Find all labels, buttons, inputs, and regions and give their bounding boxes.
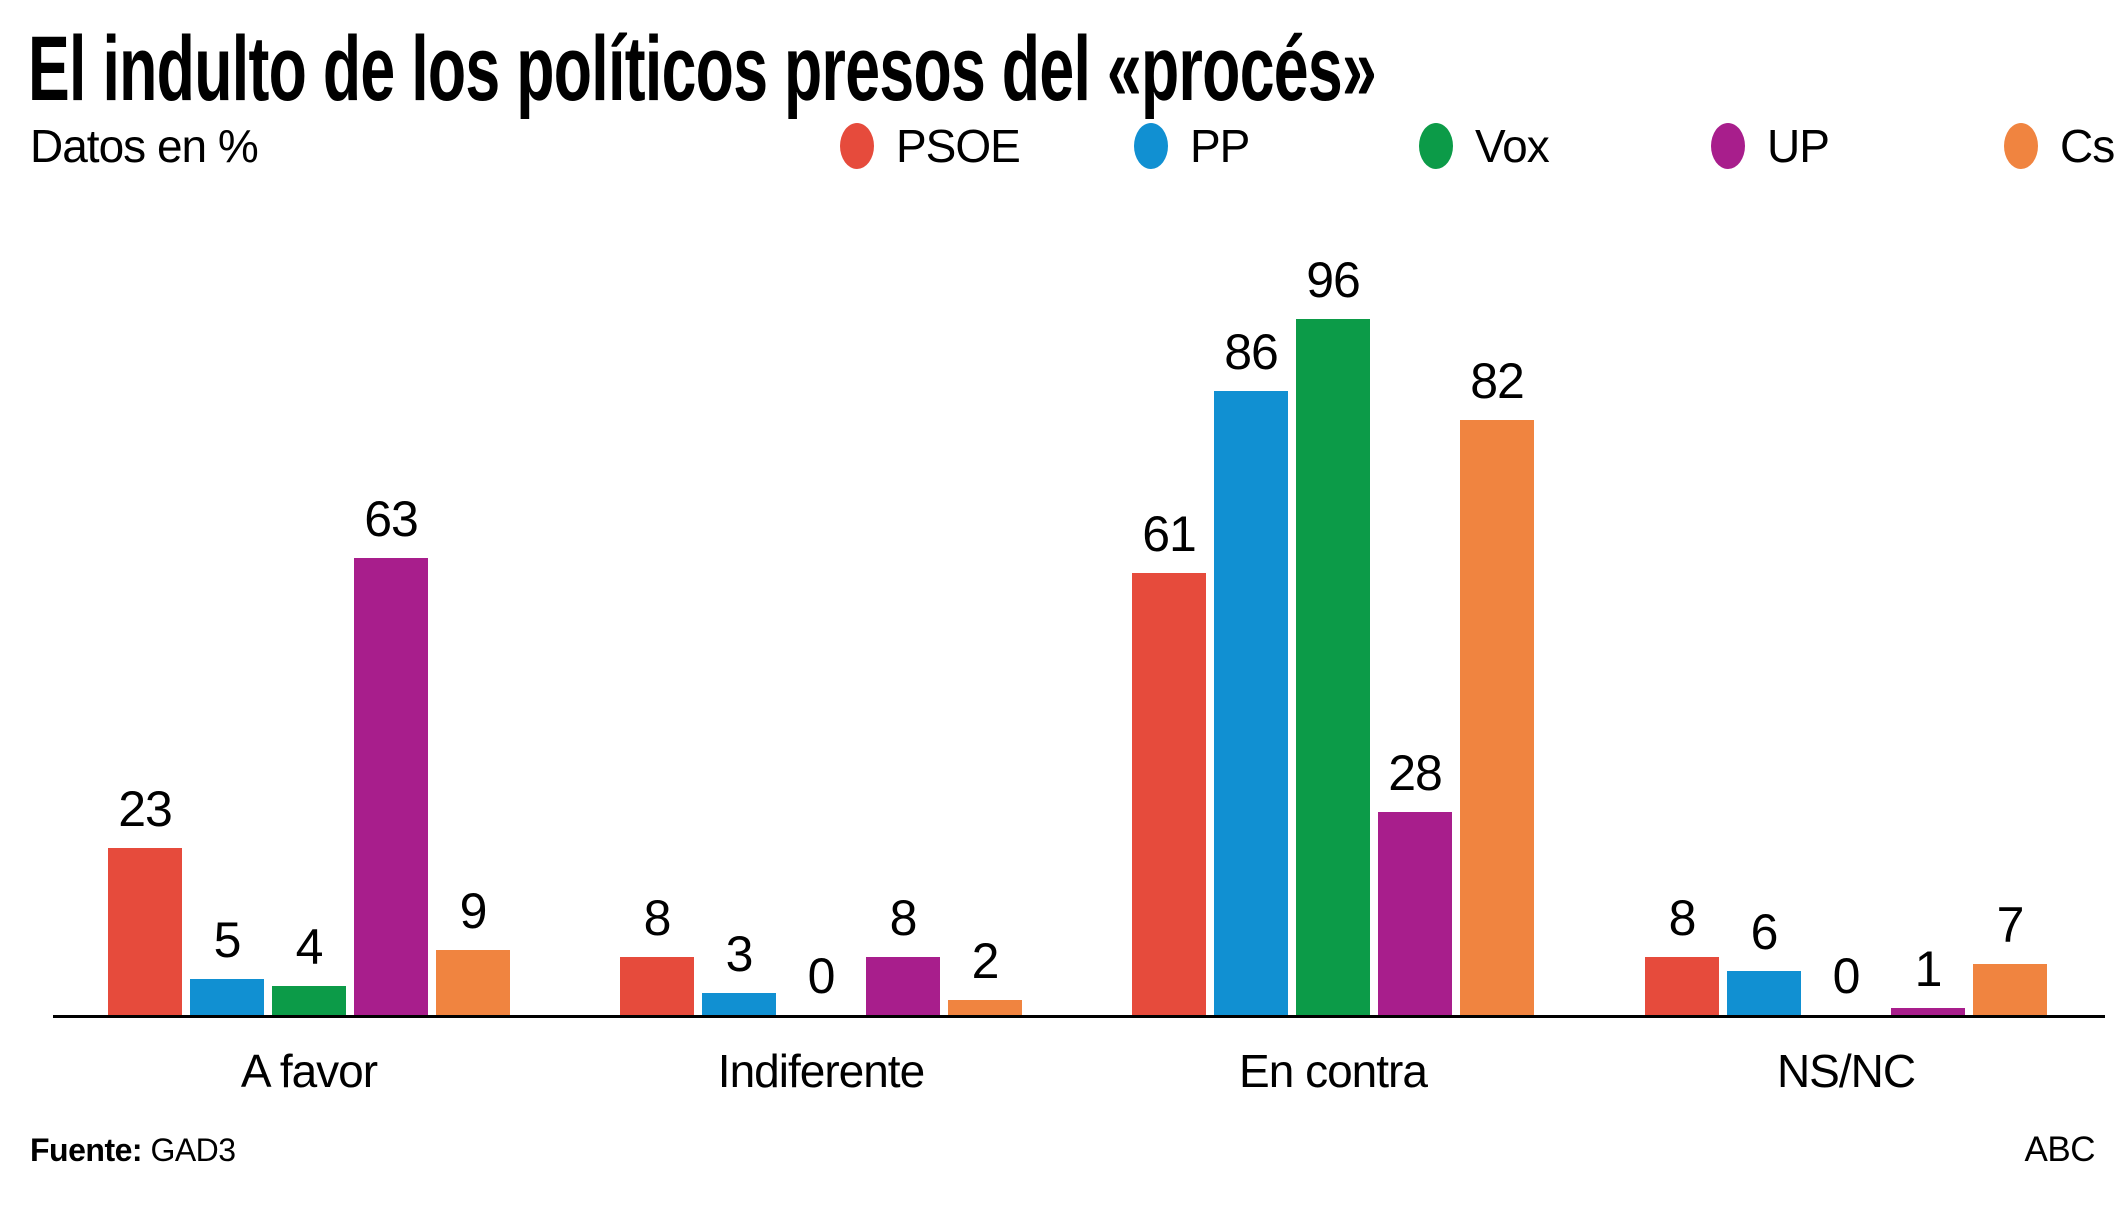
chart-subtitle: Datos en % bbox=[30, 120, 259, 172]
value-label: 9 bbox=[459, 883, 488, 939]
legend-item-cs: Cs bbox=[2004, 119, 2115, 172]
legend-item-vox: Vox bbox=[1419, 119, 1550, 172]
legend-label: PP bbox=[1190, 120, 1250, 172]
source-label: Fuente: bbox=[30, 1132, 143, 1168]
bar-up-en-contra bbox=[1378, 812, 1452, 1015]
bar-psoe-a-favor bbox=[108, 848, 182, 1015]
value-label: 6 bbox=[1750, 904, 1779, 960]
value-label: 3 bbox=[725, 926, 754, 982]
credit-label: ABC bbox=[2024, 1130, 2096, 1169]
bar-vox-en-contra bbox=[1296, 319, 1370, 1015]
bar-cs-indiferente bbox=[948, 1000, 1022, 1015]
x-axis-line bbox=[53, 1015, 2105, 1018]
value-label: 23 bbox=[118, 781, 173, 837]
bar-up-ns-nc bbox=[1891, 1008, 1965, 1015]
legend-dot-cs bbox=[2004, 123, 2038, 169]
legend-item-up: UP bbox=[1711, 119, 1830, 172]
chart-title: El indulto de los políticos presos del «… bbox=[28, 18, 1377, 120]
legend-dot-pp bbox=[1134, 123, 1168, 169]
source-note: Fuente: GAD3 bbox=[30, 1132, 236, 1169]
value-label: 5 bbox=[213, 912, 242, 968]
bar-cs-en-contra bbox=[1460, 420, 1534, 1015]
bar-up-indiferente bbox=[866, 957, 940, 1015]
value-label: 86 bbox=[1224, 324, 1279, 380]
category-label-ns-nc: NS/NC bbox=[1776, 1045, 1916, 1097]
legend-label: Vox bbox=[1475, 120, 1550, 172]
bar-psoe-indiferente bbox=[620, 957, 694, 1015]
value-label: 4 bbox=[295, 919, 324, 975]
legend-label: UP bbox=[1767, 120, 1830, 172]
value-label: 28 bbox=[1388, 745, 1443, 801]
bar-pp-indiferente bbox=[702, 993, 776, 1015]
source-value: GAD3 bbox=[150, 1132, 236, 1168]
legend-dot-up bbox=[1711, 123, 1745, 169]
bar-up-a-favor bbox=[354, 558, 428, 1015]
value-label: 82 bbox=[1470, 353, 1525, 409]
category-label-a-favor: A favor bbox=[240, 1045, 378, 1097]
value-label: 8 bbox=[1668, 890, 1697, 946]
value-label: 2 bbox=[971, 933, 1000, 989]
legend-dot-psoe bbox=[840, 123, 874, 169]
value-label: 1 bbox=[1914, 941, 1943, 997]
legend-item-psoe: PSOE bbox=[840, 119, 1021, 172]
value-label: 96 bbox=[1306, 252, 1361, 308]
bar-psoe-ns-nc bbox=[1645, 957, 1719, 1015]
legend-label: Cs bbox=[2060, 120, 2115, 172]
bar-pp-en-contra bbox=[1214, 391, 1288, 1015]
value-label: 63 bbox=[364, 491, 419, 547]
legend-dot-vox bbox=[1419, 123, 1453, 169]
value-label: 0 bbox=[1832, 948, 1861, 1004]
category-label-en-contra: En contra bbox=[1239, 1045, 1428, 1097]
value-label: 8 bbox=[643, 890, 672, 946]
bar-cs-a-favor bbox=[436, 950, 510, 1015]
bar-psoe-en-contra bbox=[1132, 573, 1206, 1015]
bar-pp-a-favor bbox=[190, 979, 264, 1015]
bar-vox-a-favor bbox=[272, 986, 346, 1015]
value-label: 61 bbox=[1142, 506, 1197, 562]
bar-pp-ns-nc bbox=[1727, 971, 1801, 1015]
category-label-indiferente: Indiferente bbox=[717, 1045, 925, 1097]
value-label: 8 bbox=[889, 890, 918, 946]
value-label: 0 bbox=[807, 948, 836, 1004]
bar-cs-ns-nc bbox=[1973, 964, 2047, 1015]
legend-item-pp: PP bbox=[1134, 119, 1250, 172]
legend-label: PSOE bbox=[896, 120, 1021, 172]
value-label: 7 bbox=[1996, 897, 2025, 953]
